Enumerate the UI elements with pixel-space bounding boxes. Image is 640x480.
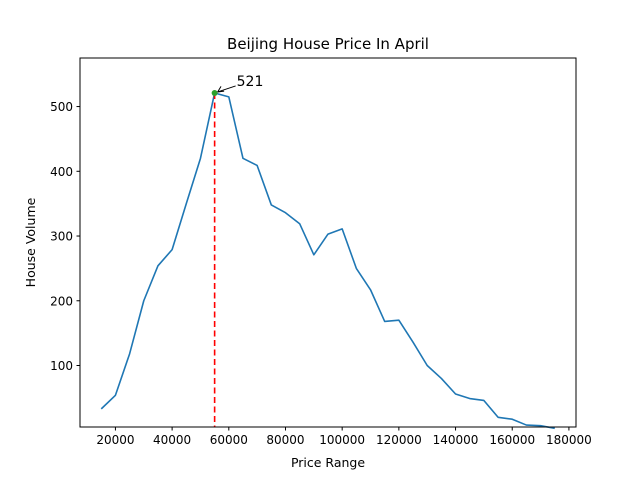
- x-tick-label: 100000: [319, 433, 365, 447]
- x-tick-label: 60000: [210, 433, 248, 447]
- x-tick-label: 120000: [376, 433, 422, 447]
- peak-annotation: 521: [237, 74, 264, 90]
- x-axis: 20000 40000 60000 80000 100000 120000 140000 16…: [96, 427, 592, 447]
- x-tick-label: 40000: [153, 433, 191, 447]
- y-axis: 100 200 300 400 500: [50, 100, 80, 373]
- annotation-arrowhead: [217, 86, 225, 93]
- x-tick-label: 180000: [546, 433, 592, 447]
- y-tick-label: 100: [50, 359, 73, 373]
- plot-frame: [79, 57, 577, 428]
- series-line: [100, 92, 555, 430]
- y-tick-label: 400: [50, 165, 73, 179]
- y-tick-label: 200: [50, 294, 73, 308]
- annotation-arrow: [217, 85, 236, 93]
- y-tick-label: 300: [50, 230, 73, 244]
- y-axis-label: House Volume: [23, 197, 38, 287]
- plot-area: 521: [100, 74, 555, 430]
- x-tick-label: 20000: [96, 433, 134, 447]
- y-tick-label: 500: [50, 100, 73, 114]
- x-tick-label: 140000: [433, 433, 479, 447]
- x-tick-label: 80000: [266, 433, 304, 447]
- x-axis-label: Price Range: [291, 455, 365, 470]
- peak-point: [211, 89, 218, 96]
- chart-title: Beijing House Price In April: [227, 35, 429, 53]
- x-tick-label: 160000: [489, 433, 535, 447]
